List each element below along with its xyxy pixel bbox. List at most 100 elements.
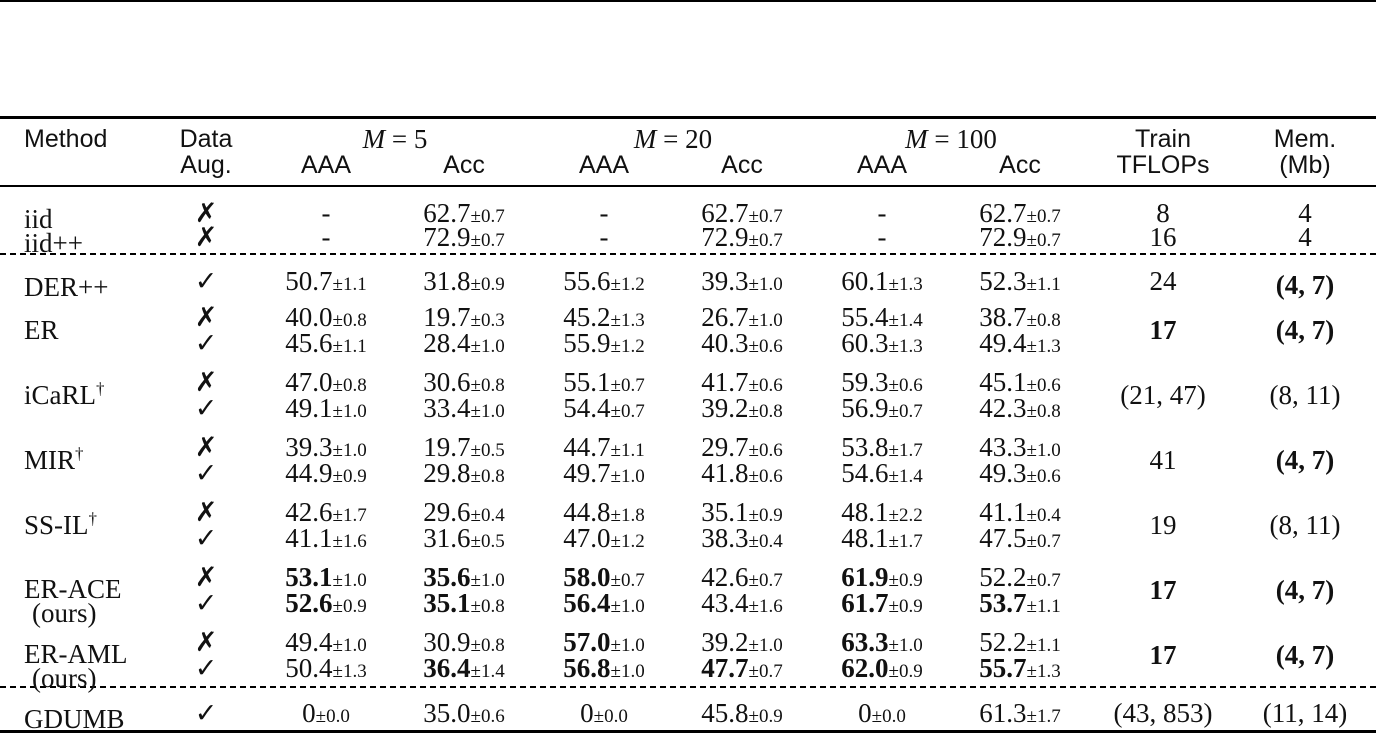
result-std: ±0.6 [1026, 466, 1061, 487]
train-tflops: (21, 47) [1120, 380, 1206, 410]
result-cell: 47.7±0.7 [701, 655, 782, 685]
result-value: 49.7 [563, 458, 611, 488]
result-cell: 19.7±0.3 [423, 304, 504, 334]
result-cell: 41.8±0.6 [701, 460, 782, 490]
result-cell: 62.7±0.7 [979, 200, 1060, 230]
result-value: 56.4 [563, 588, 611, 618]
result-cell: 45.8±0.9 [701, 700, 782, 730]
header-m-value: = 100 [927, 124, 997, 154]
result-value: 62.7 [423, 198, 471, 228]
memory-mb: (4, 7) [1275, 270, 1335, 300]
header-mem: Mem. [1273, 125, 1337, 153]
result-value: 72.9 [423, 222, 471, 252]
result-value: - [321, 222, 331, 252]
result-std: ±1.3 [610, 310, 645, 331]
result-cell: 39.3±1.0 [701, 268, 782, 298]
result-std: ±0.7 [1026, 230, 1061, 251]
result-cell: 47.5±0.7 [979, 525, 1060, 555]
result-std: ±0.8 [470, 596, 505, 617]
result-value: 26.7 [701, 302, 749, 332]
result-cell: 47.0±1.2 [563, 525, 644, 555]
result-cell: 49.1±1.0 [285, 395, 366, 425]
result-cell: 52.2±0.7 [979, 564, 1060, 594]
result-cell: 54.6±1.4 [841, 460, 922, 490]
result-std: ±0.5 [470, 440, 505, 461]
result-std: ±1.0 [748, 310, 783, 331]
result-value: 52.2 [979, 562, 1027, 592]
result-value: 38.7 [979, 302, 1027, 332]
result-cell: 57.0±1.0 [563, 629, 644, 659]
result-cell: 72.9±0.7 [423, 224, 504, 254]
check-icon: ✓ [194, 328, 218, 358]
header-acc: Acc [999, 151, 1041, 179]
result-std: ±0.7 [748, 206, 783, 227]
result-cell: 41.7±0.6 [701, 369, 782, 399]
result-value: 47.7 [701, 653, 749, 683]
result-std: ±1.4 [888, 310, 923, 331]
header-mem: (Mb) [1279, 151, 1331, 179]
result-value: 62.7 [979, 198, 1027, 228]
result-value: 29.6 [423, 497, 471, 527]
result-value: - [599, 222, 609, 252]
result-cell: 59.3±0.6 [841, 369, 922, 399]
memory-mb: (8, 11) [1269, 510, 1341, 540]
result-std: ±0.7 [1026, 206, 1061, 227]
result-value: 0 [580, 698, 594, 728]
result-value: 40.3 [701, 328, 749, 358]
result-cell: 38.3±0.4 [701, 525, 782, 555]
result-std: ±0.8 [748, 401, 783, 422]
header-top-rule [0, 116, 1376, 119]
result-value: 53.7 [979, 588, 1027, 618]
result-cell: 61.9±0.9 [841, 564, 922, 594]
result-value: 49.4 [285, 627, 333, 657]
result-value: 59.3 [841, 367, 889, 397]
result-cell: 45.6±1.1 [285, 330, 366, 360]
header-aaa: AAA [856, 151, 908, 179]
result-value: 31.8 [423, 266, 471, 296]
result-std: ±1.2 [610, 274, 645, 295]
result-value: 40.0 [285, 302, 333, 332]
result-std: ±0.6 [470, 706, 505, 727]
header-data-aug: Aug. [180, 151, 232, 179]
result-value: 53.8 [841, 432, 889, 462]
result-cell: 31.6±0.5 [423, 525, 504, 555]
result-cell: 53.8±1.7 [841, 434, 922, 464]
method-name: MIR† [24, 445, 84, 474]
result-value: 50.4 [285, 653, 333, 683]
result-std: ±1.1 [1026, 596, 1061, 617]
result-cell: 42.6±1.7 [285, 499, 366, 529]
result-cell: 28.4±1.0 [423, 330, 504, 360]
header-m-symbol: M [633, 124, 657, 154]
result-value: 55.4 [841, 302, 889, 332]
header-m-value: = 5 [385, 124, 428, 154]
header-m-value: = 20 [656, 124, 713, 154]
memory-mb: 4 [1298, 198, 1312, 228]
dagger-mark: † [96, 379, 105, 398]
result-cell: 60.1±1.3 [841, 268, 922, 298]
result-std: ±1.1 [332, 274, 367, 295]
result-value: 41.7 [701, 367, 749, 397]
result-cell: 44.9±0.9 [285, 460, 366, 490]
result-std: ±0.0 [593, 706, 628, 727]
result-cell: 39.2±1.0 [701, 629, 782, 659]
header-memory-group: M = 5 [363, 126, 428, 153]
result-std: ±0.6 [1026, 375, 1061, 396]
result-value: 42.6 [701, 562, 749, 592]
result-value: 62.7 [701, 198, 749, 228]
result-std: ±1.7 [888, 440, 923, 461]
result-value: 36.4 [423, 653, 471, 683]
check-icon: ✓ [194, 458, 218, 488]
method-name: ER [24, 317, 59, 344]
result-std: ±0.7 [470, 230, 505, 251]
header-data-aug: Data [179, 125, 233, 153]
method-name: ER-AML [24, 639, 128, 669]
result-value: 60.3 [841, 328, 889, 358]
check-icon: ✓ [194, 393, 218, 423]
result-cell: 72.9±0.7 [701, 224, 782, 254]
check-icon: ✓ [194, 698, 218, 728]
table-top-rule [0, 0, 1376, 2]
result-cell: 55.9±1.2 [563, 330, 644, 360]
result-std: ±1.0 [332, 401, 367, 422]
result-std: ±0.4 [470, 505, 505, 526]
header-m-symbol: M [905, 124, 928, 154]
